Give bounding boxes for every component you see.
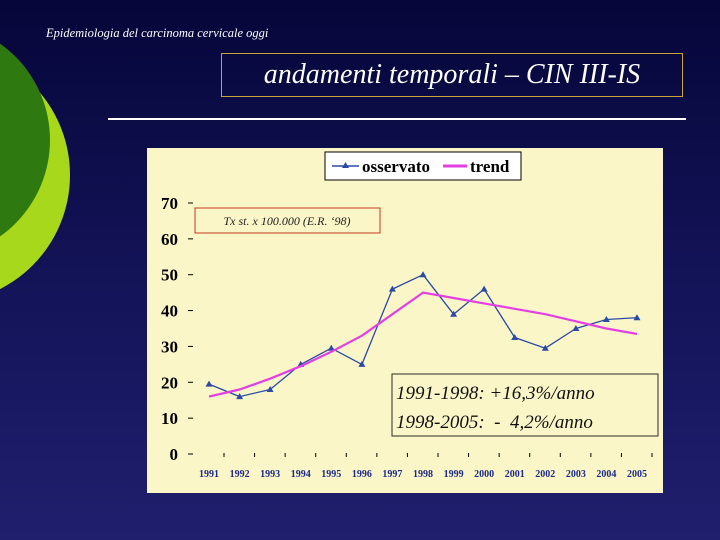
- data-point-osservato: [480, 285, 488, 292]
- data-point-osservato: [358, 360, 366, 367]
- stats-line-1: 1991-1998: +16,3%/anno: [396, 383, 595, 404]
- x-tick-label: 1998: [413, 469, 433, 480]
- x-tick-label: 1993: [260, 469, 280, 480]
- series-line-trend: [208, 291, 638, 398]
- x-tick-label: 1999: [444, 469, 464, 480]
- x-tick-label: 1995: [321, 469, 341, 480]
- legend: osservato trend: [324, 151, 522, 181]
- annotation-text: Tx st. x 100.000 (E.R. ‘98): [224, 214, 351, 228]
- x-tick-label: 2003: [566, 469, 586, 480]
- data-point-osservato: [602, 316, 610, 322]
- chart-background: [147, 148, 663, 493]
- data-point-osservato: [388, 285, 396, 292]
- stats-box: 1991-1998: +16,3%/anno 1998-2005: - 4,2%…: [391, 373, 659, 437]
- x-tick-label: 1991: [199, 469, 219, 480]
- data-point-osservato: [572, 325, 580, 331]
- data-point-osservato: [419, 271, 427, 278]
- data-point-osservato: [541, 344, 549, 351]
- y-tick-label: 30: [161, 337, 178, 356]
- x-tick-label: 2005: [627, 469, 647, 480]
- data-point-osservato: [266, 386, 274, 392]
- y-tick-label: 40: [161, 302, 178, 321]
- legend-osservato-marker: [342, 162, 349, 168]
- y-axis: 0 10 20 30 40 50 60 70: [161, 194, 193, 464]
- line-chart: 0 10 20 30 40 50 60 70 1991 1992 1993 1994 1995 1996…: [147, 148, 663, 493]
- x-tick-label: 1992: [230, 469, 250, 480]
- series-layer: [205, 271, 641, 400]
- legend-trend-label: trend: [470, 157, 510, 176]
- data-point-osservato: [236, 393, 244, 400]
- data-point-osservato: [327, 344, 335, 351]
- x-tick-label: 1996: [352, 469, 372, 480]
- green-circle: [0, 43, 50, 237]
- y-tick-label: 0: [170, 445, 179, 464]
- data-point-osservato: [511, 334, 519, 340]
- legend-osservato-label: osservato: [362, 157, 430, 176]
- x-tick-label: 2000: [474, 469, 494, 480]
- slide-title: andamenti temporali – CIN III-IS: [221, 53, 683, 97]
- title-divider: [108, 118, 686, 120]
- x-axis: 1991 1992 1993 1994 1995 1996 1997 1998 1999 2000…: [199, 453, 653, 480]
- y-tick-label: 10: [161, 409, 178, 428]
- x-tick-label: 1994: [291, 469, 311, 480]
- stats-frame: [391, 373, 659, 437]
- y-tick-label: 70: [161, 194, 178, 213]
- data-point-osservato: [633, 314, 641, 321]
- x-tick-label: 1997: [382, 469, 402, 480]
- annotation-box: Tx st. x 100.000 (E.R. ‘98): [194, 207, 381, 234]
- x-tick-label: 2001: [505, 469, 525, 480]
- stats-line-2: 1998-2005: - 4,2%/anno: [396, 412, 593, 433]
- x-tick-label: 2002: [535, 469, 555, 480]
- y-tick-label: 60: [161, 230, 178, 249]
- slide-subtitle: Epidemiologia del carcinoma cervicale og…: [46, 26, 269, 40]
- data-point-osservato: [205, 380, 213, 387]
- data-point-osservato: [450, 310, 458, 317]
- y-tick-label: 50: [161, 266, 178, 285]
- y-tick-label: 20: [161, 373, 178, 392]
- annotation-frame: [194, 207, 381, 234]
- x-tick-label: 2004: [596, 469, 616, 480]
